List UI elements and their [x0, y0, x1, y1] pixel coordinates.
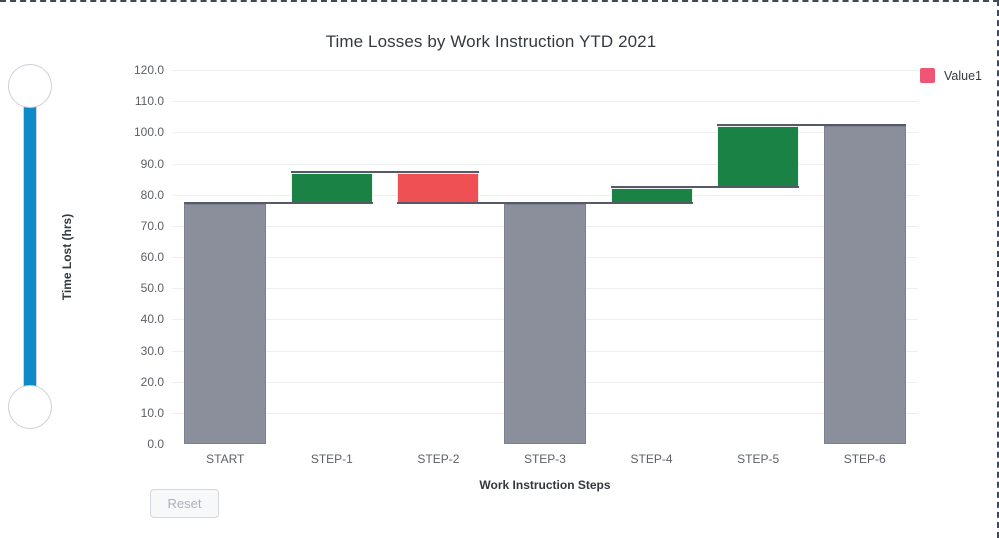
x-axis-tick-label-step-6: STEP-6 — [843, 452, 886, 466]
gridline — [172, 163, 918, 165]
range-slider[interactable] — [8, 64, 52, 429]
gridline — [172, 101, 918, 103]
chart-legend[interactable]: Value1 — [920, 68, 982, 83]
y-axis-tick-label: 40.0 — [140, 312, 164, 327]
waterfall-connector — [397, 202, 586, 205]
bar-series — [172, 70, 918, 444]
range-slider-handle-top[interactable] — [8, 64, 52, 108]
range-slider-fill — [24, 87, 36, 406]
y-axis-tick-labels: 0.0 10.0 20.0 30.0 40.0 50.0 60.0 70.0 80.0 90.0 1… — [100, 63, 164, 451]
y-axis-tick-label: 70.0 — [140, 218, 164, 233]
y-axis-title: Time Lost (hrs) — [60, 213, 74, 301]
waterfall-chart: Time Losses by Work Instruction YTD 2021… — [60, 20, 990, 492]
range-slider-handle-bottom[interactable] — [8, 385, 52, 429]
gridline — [172, 132, 918, 134]
bar-step-5[interactable] — [717, 126, 800, 189]
bar-start[interactable] — [184, 204, 267, 444]
y-axis-tick-label: 60.0 — [140, 250, 164, 264]
y-axis-tick-label: 90.0 — [140, 156, 164, 171]
x-axis-tick-label-step-1: STEP-1 — [310, 452, 353, 466]
y-axis-tick-label: 0.0 — [147, 437, 164, 451]
x-axis-title: Work Instruction Steps — [479, 478, 611, 492]
y-axis-tick-label: 10.0 — [140, 405, 164, 420]
y-axis-tick-label: 20.0 — [140, 374, 164, 389]
gridline — [172, 70, 918, 71]
y-axis-tick-label: 120.0 — [133, 63, 164, 77]
reset-button-label: Reset — [167, 496, 202, 511]
gridline — [172, 194, 918, 196]
bar-step-1[interactable] — [290, 172, 373, 204]
y-axis-tick-label: 100.0 — [133, 125, 164, 140]
waterfall-connector — [717, 124, 906, 127]
x-axis-tick-label-step-2: STEP-2 — [417, 452, 460, 466]
legend-label-value1: Value1 — [944, 68, 982, 83]
waterfall-connector — [504, 202, 693, 205]
reset-button[interactable]: Reset — [150, 489, 219, 518]
y-axis-tick-label: 80.0 — [140, 187, 164, 202]
waterfall-connector — [610, 186, 800, 189]
y-axis-tick-label: 30.0 — [140, 343, 164, 358]
bar-step-6[interactable] — [823, 126, 906, 444]
x-axis-tick-label-step-3: STEP-3 — [523, 452, 566, 466]
bar-step-3[interactable] — [504, 204, 586, 444]
x-axis-tick-label-step-5: STEP-5 — [737, 452, 780, 466]
x-axis-tick-label-start: START — [206, 452, 245, 466]
gridline — [172, 444, 918, 445]
x-axis-tick-label-step-4: STEP-4 — [630, 452, 673, 466]
bar-step-2[interactable] — [397, 172, 480, 204]
legend-swatch-value1 — [920, 68, 935, 83]
y-axis-tick-label: 110.0 — [134, 94, 164, 109]
plot-area: 0.0 10.0 20.0 30.0 40.0 50.0 60.0 70.0 80.0 90.0 1… — [60, 63, 918, 492]
x-axis-tick-labels: START STEP-1 STEP-2 STEP-3 STEP-4 STEP-5 STEP-… — [172, 452, 918, 474]
y-axis-tick-label: 50.0 — [140, 281, 164, 296]
waterfall-connector — [290, 170, 480, 173]
waterfall-connector — [184, 202, 373, 205]
chart-title: Time Losses by Work Instruction YTD 2021 — [325, 32, 657, 51]
